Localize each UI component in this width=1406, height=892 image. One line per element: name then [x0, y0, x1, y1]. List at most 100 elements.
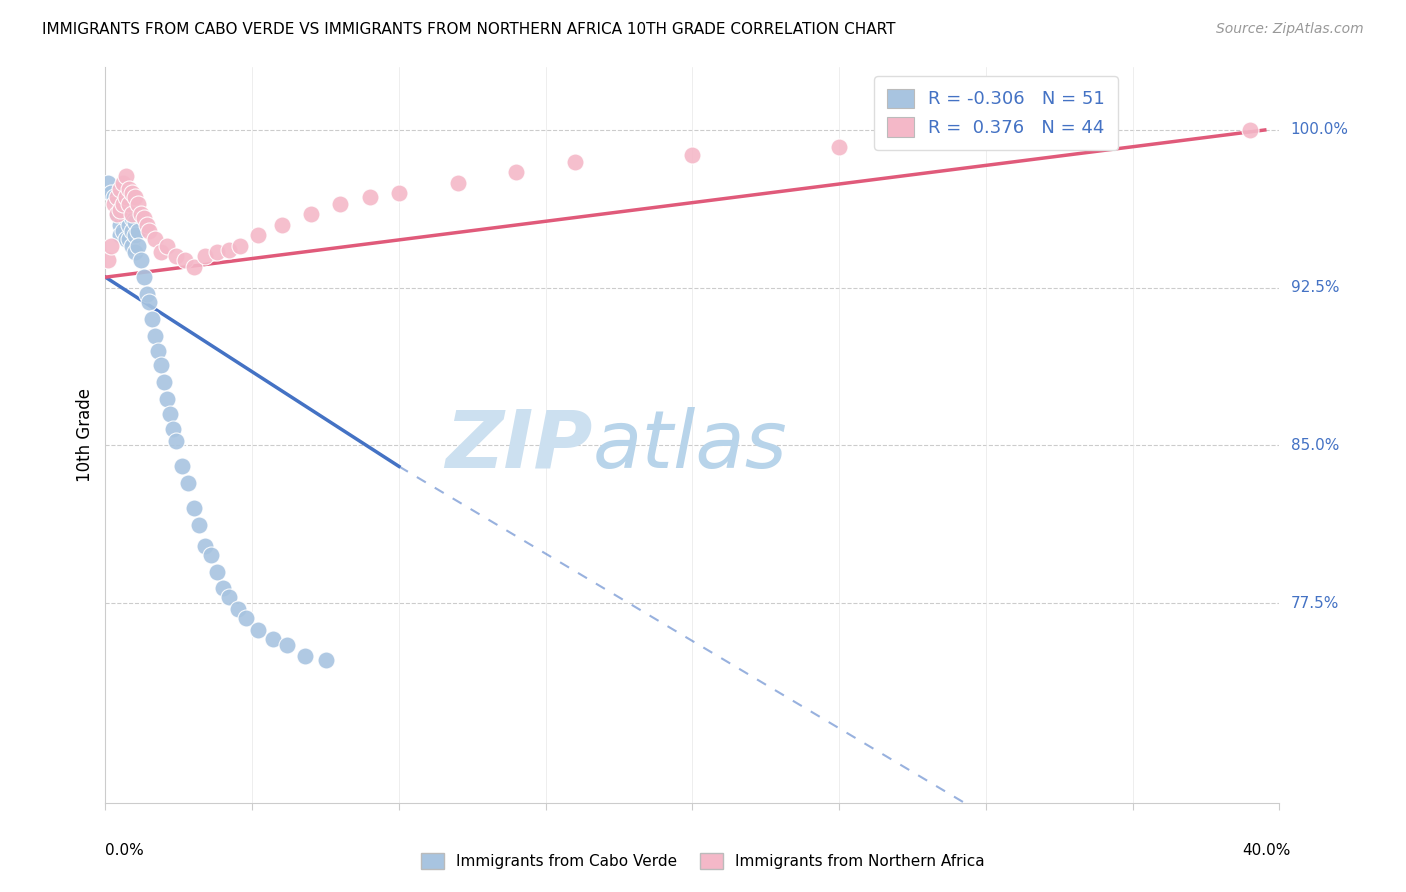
Point [124, 228, 146, 243]
Point [108, 228, 131, 243]
Point [156, 392, 179, 406]
Point [112, 207, 135, 221]
Point [150, 359, 173, 373]
Point [127, 196, 149, 211]
Point [270, 218, 292, 232]
Point [1033, 131, 1056, 145]
Point [505, 165, 527, 179]
Point [148, 343, 170, 358]
Point [388, 186, 411, 200]
Point [121, 211, 143, 226]
Text: 77.5%: 77.5% [1291, 596, 1339, 610]
Point [112, 176, 135, 190]
Point [176, 476, 198, 491]
Point [828, 140, 851, 154]
Text: 40.0%: 40.0% [1243, 843, 1291, 858]
Point [170, 459, 193, 474]
Point [103, 190, 125, 204]
Point [262, 632, 284, 646]
Point [127, 238, 149, 252]
Point [124, 215, 146, 229]
Point [105, 190, 128, 204]
Point [112, 224, 135, 238]
Point [564, 154, 586, 169]
Point [124, 244, 146, 259]
Point [118, 232, 141, 246]
Point [112, 196, 135, 211]
Text: IMMIGRANTS FROM CABO VERDE VS IMMIGRANTS FROM NORTHERN AFRICA 10TH GRADE CORRELA: IMMIGRANTS FROM CABO VERDE VS IMMIGRANTS… [42, 22, 896, 37]
Point [159, 407, 181, 421]
Text: ZIP: ZIP [446, 407, 593, 485]
Point [194, 249, 217, 263]
Point [115, 211, 138, 226]
Point [229, 238, 252, 252]
Point [105, 207, 128, 221]
Y-axis label: 10th Grade: 10th Grade [76, 388, 94, 482]
Point [118, 218, 141, 232]
Point [226, 602, 249, 616]
Point [103, 196, 125, 211]
Legend: Immigrants from Cabo Verde, Immigrants from Northern Africa: Immigrants from Cabo Verde, Immigrants f… [415, 847, 991, 875]
Point [1239, 123, 1261, 137]
Legend: R = -0.306   N = 51, R =  0.376   N = 44: R = -0.306 N = 51, R = 0.376 N = 44 [875, 76, 1118, 150]
Point [100, 238, 122, 252]
Point [115, 190, 138, 204]
Point [218, 243, 240, 257]
Point [97, 253, 120, 268]
Point [129, 253, 152, 268]
Point [315, 653, 337, 667]
Point [329, 196, 352, 211]
Point [108, 202, 131, 217]
Point [129, 207, 152, 221]
Point [247, 624, 270, 638]
Point [188, 518, 211, 533]
Point [299, 207, 322, 221]
Point [115, 169, 138, 184]
Point [115, 232, 138, 246]
Point [141, 312, 163, 326]
Point [211, 582, 233, 596]
Point [165, 249, 187, 263]
Point [156, 238, 179, 252]
Point [150, 244, 173, 259]
Point [108, 218, 131, 232]
Point [127, 224, 149, 238]
Point [121, 238, 143, 252]
Point [121, 224, 143, 238]
Point [183, 501, 205, 516]
Point [118, 202, 141, 217]
Point [183, 260, 205, 274]
Point [162, 421, 184, 435]
Text: 100.0%: 100.0% [1291, 122, 1348, 137]
Text: 0.0%: 0.0% [105, 843, 145, 858]
Point [200, 548, 222, 562]
Point [124, 190, 146, 204]
Point [165, 434, 187, 449]
Point [108, 182, 131, 196]
Point [205, 565, 228, 579]
Point [294, 648, 316, 663]
Point [218, 590, 240, 604]
Text: 85.0%: 85.0% [1291, 438, 1339, 453]
Point [138, 224, 160, 238]
Point [235, 611, 257, 625]
Point [143, 329, 166, 343]
Text: 92.5%: 92.5% [1291, 280, 1339, 295]
Point [173, 253, 195, 268]
Point [247, 228, 270, 243]
Point [682, 148, 704, 162]
Point [205, 244, 228, 259]
Point [105, 207, 128, 221]
Text: atlas: atlas [593, 407, 787, 485]
Point [97, 176, 120, 190]
Point [447, 176, 470, 190]
Point [118, 182, 141, 196]
Text: Source: ZipAtlas.com: Source: ZipAtlas.com [1216, 22, 1364, 37]
Point [118, 196, 141, 211]
Point [132, 270, 155, 285]
Point [143, 232, 166, 246]
Point [100, 186, 122, 200]
Point [135, 287, 157, 301]
Point [276, 638, 298, 652]
Point [359, 190, 381, 204]
